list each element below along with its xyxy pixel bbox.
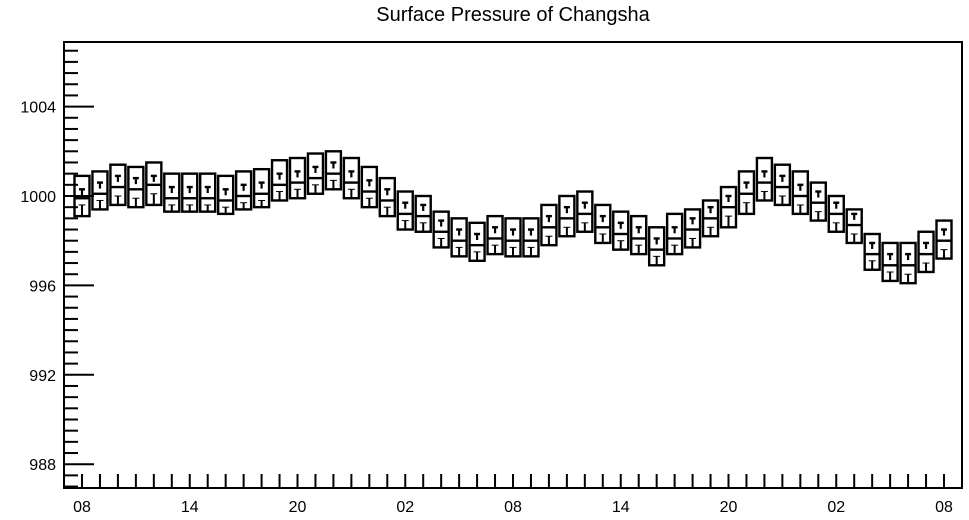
plot-frame — [63, 41, 963, 489]
x-axis: 08 14 20 02 08 14 20 02 08 — [73, 474, 953, 516]
box-t13 — [306, 152, 325, 195]
box-t41 — [809, 181, 827, 222]
box-t47 — [917, 230, 935, 274]
y-tick-label: 1000 — [20, 189, 56, 206]
box-t35 — [701, 199, 720, 238]
box-t1 — [91, 170, 109, 211]
box-t42 — [827, 194, 845, 233]
x-tick-label: 20 — [720, 499, 738, 516]
box-t30 — [612, 210, 630, 251]
box-t32 — [647, 226, 666, 267]
box-t34 — [683, 208, 702, 249]
box-t6 — [181, 172, 199, 213]
box-t14 — [324, 150, 343, 191]
box-t46 — [899, 241, 917, 285]
box-t15 — [342, 156, 361, 200]
box-t21 — [450, 217, 468, 258]
box-t17 — [378, 176, 396, 218]
x-tick-label: 14 — [181, 499, 199, 516]
box-t18 — [396, 190, 414, 231]
box-t11 — [270, 159, 289, 202]
box-t4 — [145, 161, 163, 207]
box-t43 — [845, 208, 863, 245]
box-t12 — [288, 156, 307, 200]
x-tick-label: 08 — [935, 499, 953, 516]
box-t8 — [216, 174, 235, 216]
box-t31 — [630, 214, 648, 256]
box-t5 — [163, 172, 181, 213]
box-t26 — [540, 203, 558, 247]
box-series — [73, 150, 953, 285]
y-tick-label: 1004 — [20, 100, 56, 117]
box-t19 — [414, 194, 432, 233]
box-t10 — [252, 167, 271, 209]
box-t24 — [504, 217, 522, 258]
x-tick-label: 20 — [289, 499, 307, 516]
box-t33 — [665, 212, 684, 256]
y-axis: 988 992 996 1000 1004 — [20, 49, 94, 488]
box-t23 — [486, 214, 504, 256]
y-tick-label: 988 — [29, 457, 56, 474]
box-t2 — [109, 163, 127, 207]
box-t28 — [576, 190, 594, 233]
box-t3 — [127, 165, 145, 209]
box-t22 — [468, 221, 486, 263]
y-tick-label: 996 — [29, 278, 56, 295]
x-tick-label: 02 — [396, 499, 414, 516]
x-tick-label: 08 — [504, 499, 522, 516]
box-t25 — [522, 217, 540, 258]
box-t27 — [558, 194, 576, 238]
box-t48 — [935, 219, 953, 260]
x-tick-label: 02 — [827, 499, 845, 516]
box-t37 — [737, 170, 756, 216]
box-t36 — [719, 185, 738, 229]
box-t7 — [199, 172, 217, 213]
box-t16 — [360, 165, 379, 209]
box-t0 — [73, 174, 91, 218]
box-t29 — [594, 203, 612, 245]
chart-title: Surface Pressure of Changsha — [376, 4, 650, 26]
box-t45 — [881, 241, 899, 283]
box-t44 — [863, 232, 881, 271]
x-tick-label: 08 — [73, 499, 91, 516]
y-tick-label: 992 — [29, 368, 56, 385]
x-tick-label: 14 — [612, 499, 630, 516]
box-t40 — [791, 170, 810, 216]
box-t9 — [234, 170, 253, 211]
box-t20 — [432, 210, 450, 249]
box-t38 — [755, 156, 774, 202]
box-t39 — [773, 163, 792, 207]
